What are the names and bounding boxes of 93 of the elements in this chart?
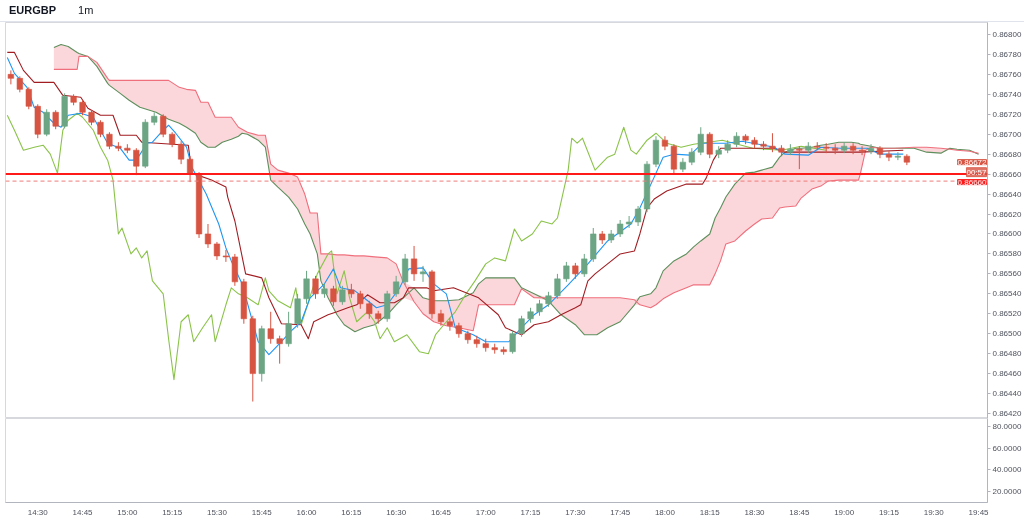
x-tick-label: 15:00 bbox=[117, 507, 138, 517]
x-tick-label: 17:00 bbox=[475, 507, 497, 517]
x-tick-label: 15:45 bbox=[251, 507, 273, 517]
y-tick-label: 0.86660 bbox=[992, 169, 1022, 179]
candlestick bbox=[402, 253, 409, 286]
x-tick-label: 19:15 bbox=[878, 507, 900, 517]
x-tick-label: 15:30 bbox=[206, 507, 228, 517]
y-tick-label: 0.86600 bbox=[992, 229, 1022, 239]
candlestick bbox=[652, 135, 660, 168]
y-tick-label: 80.0000 bbox=[992, 422, 1022, 432]
candlestick bbox=[419, 265, 427, 283]
candlestick bbox=[204, 223, 212, 249]
candlestick bbox=[858, 145, 866, 156]
y-tick-label: 0.86560 bbox=[992, 269, 1022, 279]
candlestick bbox=[178, 140, 185, 165]
candlestick bbox=[446, 317, 453, 332]
candlestick bbox=[661, 135, 669, 151]
candlestick bbox=[850, 142, 857, 155]
x-tick-label: 18:30 bbox=[744, 507, 766, 517]
candlestick bbox=[581, 253, 588, 278]
x-tick-label: 19:00 bbox=[834, 507, 855, 517]
y-tick-label: 40.0000 bbox=[992, 465, 1022, 475]
y-tick-label: 0.86760 bbox=[992, 69, 1022, 79]
y-tick-label: 0.86540 bbox=[992, 289, 1022, 299]
candlestick bbox=[563, 261, 570, 283]
annotation: 0.86672 bbox=[957, 157, 988, 167]
candlestick bbox=[410, 245, 418, 282]
x-tick-label: 15:15 bbox=[162, 507, 183, 517]
candlestick bbox=[796, 145, 803, 170]
y-tick-label: 0.86460 bbox=[992, 369, 1022, 379]
candlestick bbox=[133, 147, 140, 176]
y-tick-label: 0.86800 bbox=[992, 29, 1022, 39]
candlestick bbox=[330, 285, 337, 307]
candlestick bbox=[634, 205, 642, 227]
candlestick bbox=[670, 143, 677, 175]
candlestick bbox=[187, 155, 194, 183]
candlestick bbox=[25, 86, 32, 110]
candlestick bbox=[267, 311, 274, 345]
y-tick-label: 0.86780 bbox=[992, 49, 1022, 59]
candlestick bbox=[222, 249, 229, 263]
chart-subtitle: 1m bbox=[78, 2, 94, 18]
x-tick-label: 14:30 bbox=[27, 507, 49, 517]
x-tick-label: 17:45 bbox=[610, 507, 631, 517]
candlestick bbox=[160, 113, 167, 138]
candlestick bbox=[894, 151, 901, 161]
candlestick bbox=[518, 315, 525, 338]
candlestick bbox=[769, 132, 776, 153]
y-tick-label: 0.86720 bbox=[992, 109, 1022, 119]
x-tick-label: 18:15 bbox=[699, 507, 721, 517]
y-tick-label: 0.86580 bbox=[992, 249, 1022, 259]
candlestick bbox=[885, 150, 893, 162]
candlestick bbox=[312, 275, 319, 300]
x-tick-label: 16:15 bbox=[341, 507, 362, 517]
candlestick bbox=[626, 215, 633, 229]
x-tick-label: 16:45 bbox=[430, 507, 452, 517]
x-tick-label: 19:30 bbox=[923, 507, 945, 517]
y-tick-label: 0.86740 bbox=[992, 89, 1022, 99]
y-tick-label: 0.86640 bbox=[992, 189, 1022, 199]
x-tick-label: 16:30 bbox=[386, 507, 407, 517]
x-tick-label: 18:00 bbox=[654, 507, 676, 517]
y-tick-label: 0.86620 bbox=[992, 209, 1022, 219]
y-tick-label: 0.86520 bbox=[992, 309, 1022, 319]
candlestick bbox=[554, 273, 561, 300]
x-tick-label: 19:45 bbox=[968, 507, 990, 517]
candlestick bbox=[43, 108, 50, 137]
x-tick-label: 16:00 bbox=[296, 507, 318, 517]
y-tick-label: 0.86500 bbox=[992, 329, 1022, 339]
candlestick bbox=[867, 143, 875, 155]
candlestick bbox=[303, 270, 310, 305]
candlestick bbox=[52, 109, 59, 130]
y-tick-label: 0.86480 bbox=[992, 349, 1022, 359]
candlestick bbox=[7, 69, 14, 85]
x-tick-label: 14:45 bbox=[72, 507, 94, 517]
candlestick bbox=[509, 330, 516, 355]
x-tick-label: 18:45 bbox=[789, 507, 810, 517]
y-tick-label: 20.0000 bbox=[992, 486, 1022, 496]
candlestick bbox=[697, 126, 704, 156]
y-tick-label: 0.86440 bbox=[992, 389, 1022, 399]
annotation: 00:57 bbox=[966, 167, 988, 177]
ref-line-label: 0.86660 bbox=[957, 177, 988, 187]
candlestick bbox=[706, 131, 713, 159]
y-tick-label: 0.86680 bbox=[992, 149, 1022, 159]
candlestick bbox=[285, 311, 292, 348]
y-tick-label: 60.0000 bbox=[992, 443, 1022, 453]
candlestick bbox=[276, 335, 283, 365]
candlestick bbox=[393, 275, 400, 298]
x-tick-label: 17:30 bbox=[565, 507, 586, 517]
chart-title: EURGBP bbox=[9, 2, 57, 18]
y-tick-label: 0.86420 bbox=[992, 409, 1022, 419]
candlestick bbox=[841, 141, 848, 154]
candlestick bbox=[339, 285, 346, 306]
y-tick-label: 0.86700 bbox=[992, 129, 1022, 139]
x-tick-label: 17:15 bbox=[520, 507, 542, 517]
